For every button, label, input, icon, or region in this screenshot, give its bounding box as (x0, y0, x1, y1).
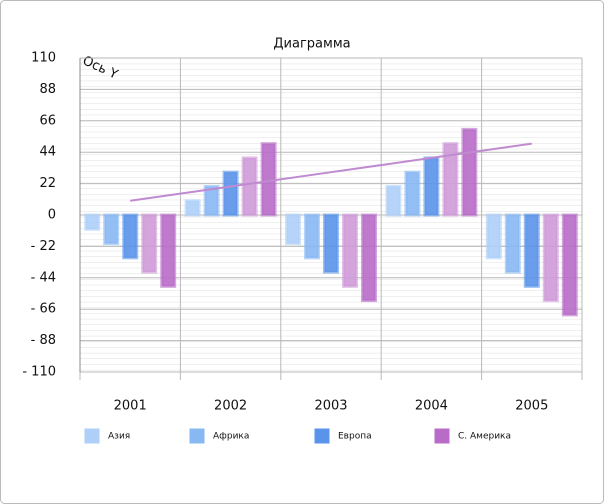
bar (504, 213, 521, 274)
bar (323, 213, 339, 274)
legend-swatch (189, 428, 205, 444)
y-tick-label: 0 (48, 208, 56, 223)
legend-label: С. Америка (458, 432, 511, 442)
legend-swatch (434, 428, 450, 444)
bar (203, 184, 220, 217)
chart-title: Диаграмма (273, 37, 350, 52)
bar (184, 199, 201, 217)
legend-swatch (314, 428, 330, 444)
y-tick-label: - 110 (22, 365, 56, 380)
bar (404, 170, 421, 217)
bar (542, 213, 559, 303)
bar (342, 213, 358, 288)
y-tick-label: - 22 (31, 239, 56, 254)
bar (385, 184, 402, 217)
legend-label: Африка (213, 432, 249, 442)
bar (122, 213, 139, 260)
bar (361, 213, 377, 303)
y-tick-label: 22 (39, 176, 56, 191)
legend-swatch (84, 428, 100, 444)
legend-label: Азия (108, 432, 130, 442)
bar (442, 142, 459, 217)
x-tick-label: 2001 (114, 399, 147, 414)
bar (304, 213, 320, 260)
y-tick-label: 44 (39, 145, 56, 160)
bar (84, 213, 101, 231)
x-tick-label: 2005 (515, 399, 548, 414)
trend-line (130, 142, 532, 202)
y-tick-label: 110 (31, 51, 56, 66)
bar (461, 127, 478, 217)
bar (160, 213, 177, 288)
legend-label: Европа (338, 432, 372, 442)
bar (260, 142, 277, 217)
bar (561, 213, 578, 317)
bar (285, 213, 301, 246)
bar (523, 213, 540, 288)
y-tick-label: 66 (39, 113, 56, 128)
bar (222, 170, 239, 217)
bar (103, 213, 120, 246)
bar (241, 156, 258, 217)
x-tick-label: 2002 (214, 399, 247, 414)
x-tick-label: 2003 (314, 399, 347, 414)
bar (141, 213, 158, 274)
bar (485, 213, 502, 260)
y-tick-label: - 88 (31, 333, 56, 348)
y-tick-label: - 66 (31, 302, 56, 317)
x-tick-label: 2004 (415, 399, 448, 414)
bar (423, 156, 440, 217)
y-tick-label: - 44 (31, 270, 56, 285)
y-tick-label: 88 (39, 82, 56, 97)
